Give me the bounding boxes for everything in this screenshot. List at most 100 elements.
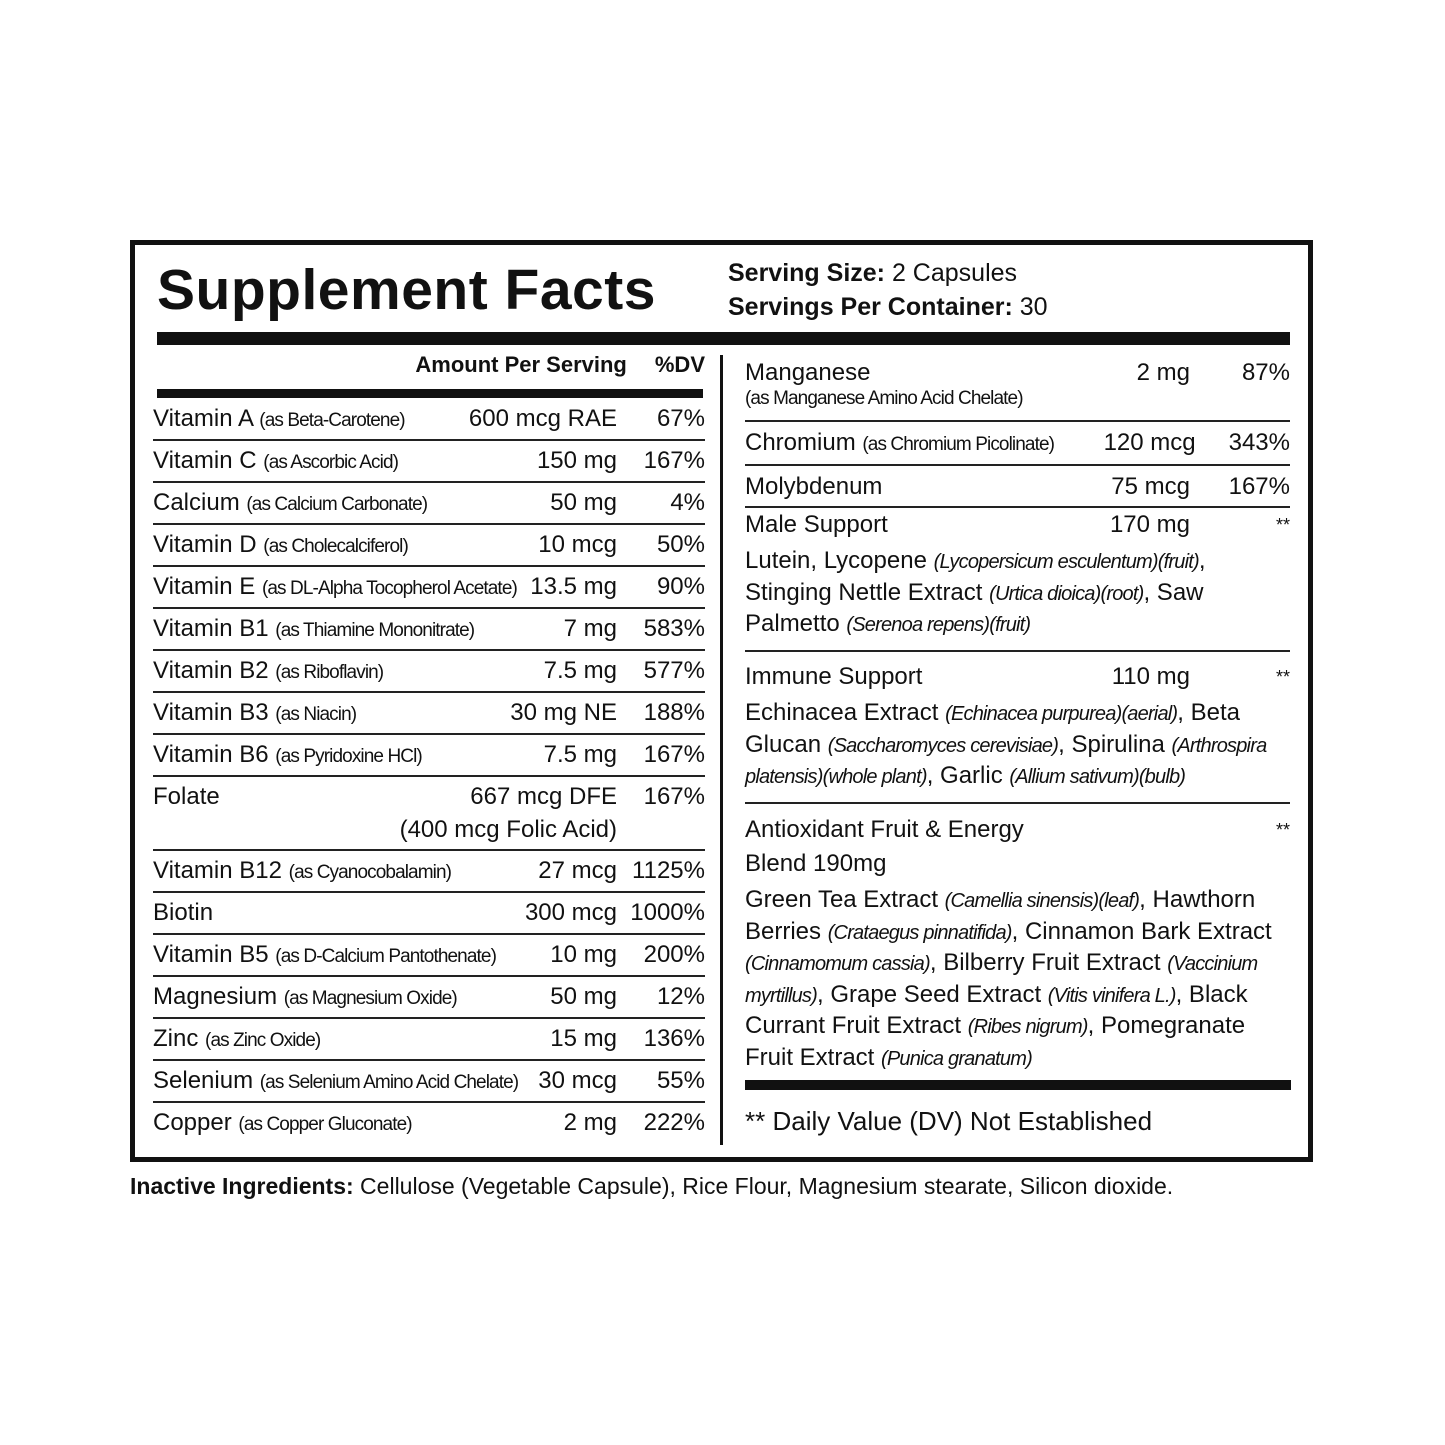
ingredient-name: , Garlic [926,762,1010,789]
nutrient-dv: 136% [643,1025,705,1052]
amount-per-serving-header: Amount Per Serving [415,352,627,377]
blend-name: Male Support [745,511,888,538]
serving-size-value: 2 Capsules [891,259,1018,287]
header-divider [157,389,703,398]
nutrient-name: Vitamin B3 (as Niacin) [153,693,510,735]
nutrient-name-text: Zinc [153,1025,199,1052]
nutrient-row: Vitamin B3 (as Niacin) 30 mg NE 188% [153,693,705,735]
nutrient-row: Selenium (as Selenium Amino Acid Chelate… [153,1061,705,1103]
nutrient-amount: 50 mg [550,483,617,523]
nutrient-row: Vitamin B2 (as Riboflavin) 7.5 mg 577% [153,651,705,693]
nutrient-source: (as Calcium Carbonate) [246,494,428,515]
nutrient-name-text: Calcium [153,489,240,516]
ingredient-source: (Camellia sinensis)(leaf) [944,890,1140,912]
ingredient-name: Echinacea Extract [745,699,946,726]
nutrient-name: Calcium (as Calcium Carbonate) [153,483,550,525]
nutrient-row: Magnesium (as Magnesium Oxide) 50 mg 12% [153,977,705,1019]
nutrient-name: Vitamin D (as Cholecalciferol) [153,525,538,567]
blend-header: Antioxidant Fruit & Energy Blend 190mg ** [745,813,1290,881]
amount-text: 30 mg NE [510,699,617,726]
amount-text: 150 mg [536,447,617,474]
nutrient-source: (as Niacin) [275,704,357,725]
nutrient-amount: 10 mcg [538,525,617,565]
nutrient-amount: 13.5 mg [530,567,617,607]
amount-text: 7.5 mg [543,741,617,768]
nutrient-name-text: Folate [153,783,220,810]
nutrient-dv: 1125% [632,857,705,884]
inactive-ingredients: Inactive Ingredients: Cellulose (Vegetab… [130,1173,1173,1200]
supplement-facts-panel [130,240,1313,1162]
left-column-header: Amount Per Serving %DV [157,352,705,382]
ingredient-source: (Crataegus pinnatifida) [827,921,1013,944]
blend-dv: ** [1275,667,1290,687]
nutrient-amount: 150 mg [537,441,617,481]
blend-header: Immune Support 110 mg ** [745,660,1290,694]
nutrient-amount: 2 mg [564,1103,617,1143]
nutrient-name-text: Magnesium [153,983,278,1010]
nutrient-name: Manganese (as Manganese Amino Acid Chelat… [745,354,1040,420]
ingredient-name: , Grape Seed Extract [817,980,1048,1008]
nutrient-amount: 50 mg [550,977,617,1017]
amount-text: 10 mcg [538,531,617,558]
ingredient-name: , Cinnamon Bark Extract [1011,917,1272,945]
ingredient-name: Green Tea Extract [745,886,945,913]
amount-text: 7 mg [563,615,617,642]
ingredient-name: , Beta Glucan [745,699,1240,758]
nutrient-name-text: Vitamin B3 [153,699,269,726]
inactive-text: Cellulose (Vegetable Capsule), Rice Flou… [353,1173,1174,1199]
nutrient-name: Vitamin B1 (as Thiamine Mononitrate) [153,609,564,651]
nutrient-row: Zinc (as Zinc Oxide) 15 mg 136% [153,1019,705,1061]
footnote: ** Daily Value (DV) Not Established [745,1106,1153,1136]
nutrient-dv: 222% [643,1109,705,1136]
nutrient-name-text: Vitamin B5 [153,941,269,968]
amount-text: 50 mg [550,983,617,1010]
nutrient-dv: 167% [1228,473,1290,500]
blend-header: Male Support 170 mg ** [745,508,1290,542]
ingredient-source: (Vitis vinifera L.) [1047,984,1177,1007]
amount-text: 50 mg [550,489,617,516]
nutrient-amount: 30 mg NE [510,693,617,733]
blend-amount: 110 mg [1111,663,1190,690]
dv-header: %DV [654,352,705,377]
ingredient-name: , Black Currant Fruit Extract [745,980,1248,1040]
nutrient-row: Folate 667 mcg DFE (400 mcg Folic Acid) 167… [153,777,705,851]
nutrient-row: Vitamin D (as Cholecalciferol) 10 mcg 50% [153,525,705,567]
nutrient-name-text: Biotin [153,899,214,926]
nutrient-amount: 600 mcg RAE [469,399,617,439]
nutrient-list-left: Vitamin A (as Beta-Carotene) 600 mcg RAE 6… [153,399,705,1143]
nutrient-row: Vitamin B12 (as Cyanocobalamin) 27 mcg 112… [153,851,705,893]
nutrient-dv: 167% [643,783,705,810]
nutrient-name: Molybdenum [745,468,1040,506]
serving-size-label: Serving Size: [728,259,885,287]
nutrient-dv: 167% [643,447,705,474]
nutrient-dv: 90% [656,573,705,600]
amount-text: 27 mcg [538,857,617,884]
ingredient-name: , Spirulina [1058,730,1172,758]
ingredient-source: (Allium sativum)(bulb) [1009,766,1186,788]
nutrient-dv: 583% [643,615,705,642]
amount-text: 7.5 mg [543,657,617,684]
nutrient-source: (as Magnesium Oxide) [283,988,458,1009]
nutrient-name-text: Vitamin E [153,573,256,600]
nutrient-dv: 67% [656,405,705,432]
nutrient-list-right: Manganese (as Manganese Amino Acid Chelat… [745,352,1290,508]
ingredient-name: , Stinging Nettle Extract [745,547,1206,606]
amount-text: 2 mg [563,1109,617,1136]
footnote-divider [745,1080,1291,1090]
nutrient-row: Vitamin B1 (as Thiamine Mononitrate) 7 mg… [153,609,705,651]
nutrient-row: Manganese (as Manganese Amino Acid Chelat… [745,352,1290,422]
nutrient-amount: 300 mcg [525,893,617,933]
blend-dv: ** [1275,515,1290,535]
nutrient-amount: 7.5 mg [544,651,617,691]
nutrient-name-text: Vitamin D [153,531,257,558]
ingredient-name: , Bilberry Fruit Extract [929,949,1168,976]
nutrient-row: Biotin 300 mcg 1000% [153,893,705,935]
nutrient-name-text: Vitamin B1 [153,615,269,642]
ingredient-source: (Lycopersicum esculentum)(fruit) [933,551,1200,573]
nutrient-name-text: Vitamin A [153,405,253,432]
nutrient-dv: 55% [656,1067,705,1094]
nutrient-row: Chromium (as Chromium Picolinate) 120 mcg… [745,422,1290,466]
nutrient-name-text: Manganese [745,359,871,386]
nutrient-dv: 577% [643,657,705,684]
ingredient-name: , Hawthorn Berries [745,886,1256,945]
